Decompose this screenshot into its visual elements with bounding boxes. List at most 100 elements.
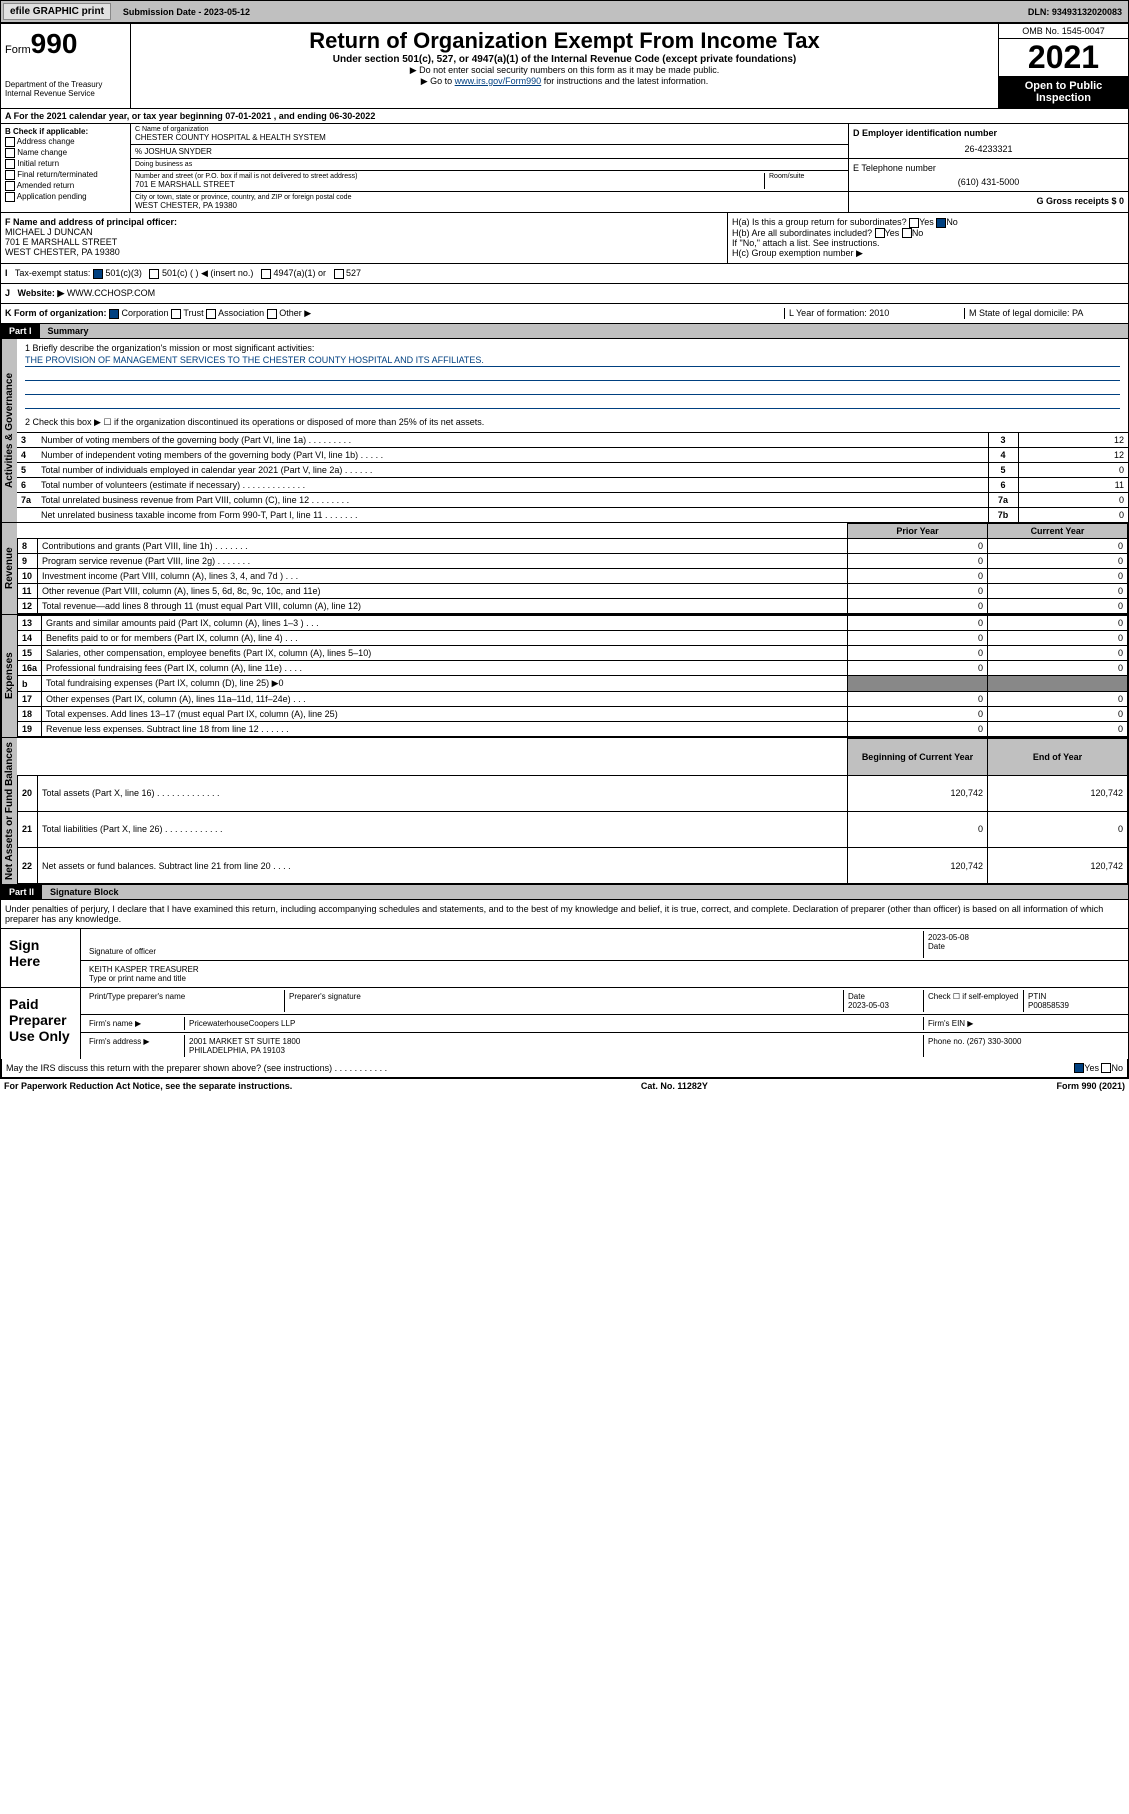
open-public-badge: Open to Public Inspection [999, 76, 1128, 108]
tel-label: E Telephone number [853, 163, 1124, 173]
netassets-section: Net Assets or Fund Balances Beginning of… [0, 738, 1129, 885]
firm-addr-label: Firm's address ▶ [85, 1035, 185, 1057]
discuss-yes: Yes [1084, 1063, 1099, 1073]
paid-preparer-label: Paid Preparer Use Only [1, 988, 81, 1059]
opt-527: 527 [346, 268, 361, 278]
table-row: 21Total liabilities (Part X, line 26) . … [18, 811, 1128, 847]
row-klm: K Form of organization: Corporation Trus… [0, 304, 1129, 324]
other-checkbox[interactable] [267, 309, 277, 319]
hb-no: No [912, 228, 924, 238]
footer-left: For Paperwork Reduction Act Notice, see … [4, 1081, 292, 1091]
table-row: 8Contributions and grants (Part VIII, li… [18, 539, 1128, 554]
officer-addr1: 701 E MARSHALL STREET [5, 237, 723, 247]
activities-governance: Activities & Governance 1 Briefly descri… [0, 339, 1129, 523]
table-row: 19Revenue less expenses. Subtract line 1… [18, 722, 1128, 737]
opt-4947: 4947(a)(1) or [273, 268, 326, 278]
table-row: 4Number of independent voting members of… [17, 448, 1128, 463]
officer-name-title: KEITH KASPER TREASURER [89, 965, 1120, 974]
signature-block: Under penalties of perjury, I declare th… [0, 900, 1129, 1079]
revenue-table: Prior YearCurrent Year8Contributions and… [17, 523, 1128, 614]
col-d: D Employer identification number 26-42333… [848, 124, 1128, 212]
table-row: 12Total revenue—add lines 8 through 11 (… [18, 599, 1128, 614]
colb-checkbox[interactable] [5, 192, 15, 202]
col-b-header: B Check if applicable: [5, 127, 126, 136]
ha-yes-checkbox[interactable] [909, 218, 919, 228]
telephone: (610) 431-5000 [853, 177, 1124, 187]
name-title-label: Type or print name and title [89, 974, 186, 983]
sig-date-val: 2023-05-08 [928, 933, 1120, 942]
table-row: 11Other revenue (Part VIII, column (A), … [18, 584, 1128, 599]
table-row: 10Investment income (Part VIII, column (… [18, 569, 1128, 584]
opt-assoc: Association [218, 308, 264, 318]
ptin-label: PTIN [1028, 992, 1046, 1001]
part1-header: Part I Summary [0, 324, 1129, 339]
city-label: City or town, state or province, country… [135, 194, 844, 201]
dba-label: Doing business as [135, 161, 844, 168]
discuss-no: No [1111, 1063, 1123, 1073]
firm-addr1: 2001 MARKET ST SUITE 1800 [189, 1037, 300, 1046]
ha-yes: Yes [919, 217, 934, 227]
colb-checkbox[interactable] [5, 148, 15, 158]
submission-date: Submission Date - 2023-05-12 [115, 5, 258, 19]
prep-name-label: Print/Type preparer's name [85, 990, 285, 1012]
efile-button[interactable]: efile GRAPHIC print [3, 3, 111, 20]
assoc-checkbox[interactable] [206, 309, 216, 319]
ha-no-checkbox[interactable] [936, 218, 946, 228]
table-row: 18Total expenses. Add lines 13–17 (must … [18, 707, 1128, 722]
goto-post: for instructions and the latest informat… [541, 76, 708, 86]
form-number: 990 [31, 28, 78, 59]
colb-item: Address change [5, 137, 126, 147]
dln: DLN: 93493132020083 [1028, 7, 1126, 17]
table-row: bTotal fundraising expenses (Part IX, co… [18, 676, 1128, 692]
line-a: A For the 2021 calendar year, or tax yea… [0, 109, 1129, 124]
row-j: J Website: ▶ WWW.CCHOSP.COM [0, 284, 1129, 304]
501c3-checkbox[interactable] [93, 269, 103, 279]
goto-pre: ▶ Go to [421, 76, 455, 86]
colb-checkbox[interactable] [5, 159, 15, 169]
top-bar: efile GRAPHIC print Submission Date - 20… [0, 0, 1129, 23]
ptin: P00858539 [1028, 1001, 1069, 1010]
opt-trust: Trust [183, 308, 203, 318]
ha-label: H(a) Is this a group return for subordin… [732, 217, 907, 227]
opt-corp: Corporation [122, 308, 169, 318]
colb-item: Amended return [5, 181, 126, 191]
corp-checkbox[interactable] [109, 309, 119, 319]
discuss-no-checkbox[interactable] [1101, 1063, 1111, 1073]
col-c: C Name of organizationCHESTER COUNTY HOS… [131, 124, 848, 212]
opt-other: Other ▶ [279, 308, 311, 318]
colb-item: Final return/terminated [5, 170, 126, 180]
hc-label: H(c) Group exemption number ▶ [732, 248, 1124, 259]
table-row: 15Salaries, other compensation, employee… [18, 646, 1128, 661]
discuss-yes-checkbox[interactable] [1074, 1063, 1084, 1073]
city-state-zip: WEST CHESTER, PA 19380 [135, 201, 844, 210]
501c-checkbox[interactable] [149, 269, 159, 279]
row-i: I Tax-exempt status: 501(c)(3) 501(c) ( … [0, 264, 1129, 284]
org-name: CHESTER COUNTY HOSPITAL & HEALTH SYSTEM [135, 133, 844, 142]
tax-status-label: Tax-exempt status: [15, 268, 91, 278]
table-row: 3Number of voting members of the governi… [17, 433, 1128, 448]
revenue-section: Revenue Prior YearCurrent Year8Contribut… [0, 523, 1129, 615]
org-name-label: C Name of organization [135, 126, 844, 133]
colb-checkbox[interactable] [5, 181, 15, 191]
sig-officer-label: Signature of officer [89, 947, 156, 956]
opt-501c3: 501(c)(3) [105, 268, 142, 278]
mission-blank2 [25, 383, 1120, 395]
table-row: 22Net assets or fund balances. Subtract … [18, 848, 1128, 884]
irs-link[interactable]: www.irs.gov/Form990 [455, 76, 542, 86]
year-formation: L Year of formation: 2010 [784, 308, 964, 319]
hb-yes-checkbox[interactable] [875, 228, 885, 238]
colb-checkbox[interactable] [5, 170, 15, 180]
form-label: Form [5, 44, 31, 56]
subtitle-1: Under section 501(c), 527, or 4947(a)(1)… [135, 54, 994, 65]
footer-mid: Cat. No. 11282Y [641, 1081, 708, 1091]
hb-no-checkbox[interactable] [902, 228, 912, 238]
4947-checkbox[interactable] [261, 269, 271, 279]
firm-addr2: PHILADELPHIA, PA 19103 [189, 1046, 285, 1055]
trust-checkbox[interactable] [171, 309, 181, 319]
colb-checkbox[interactable] [5, 137, 15, 147]
omb-number: OMB No. 1545-0047 [999, 24, 1128, 39]
ein: 26-4233321 [853, 144, 1124, 154]
ein-label: D Employer identification number [853, 128, 1124, 138]
527-checkbox[interactable] [334, 269, 344, 279]
room-label: Room/suite [769, 173, 844, 180]
